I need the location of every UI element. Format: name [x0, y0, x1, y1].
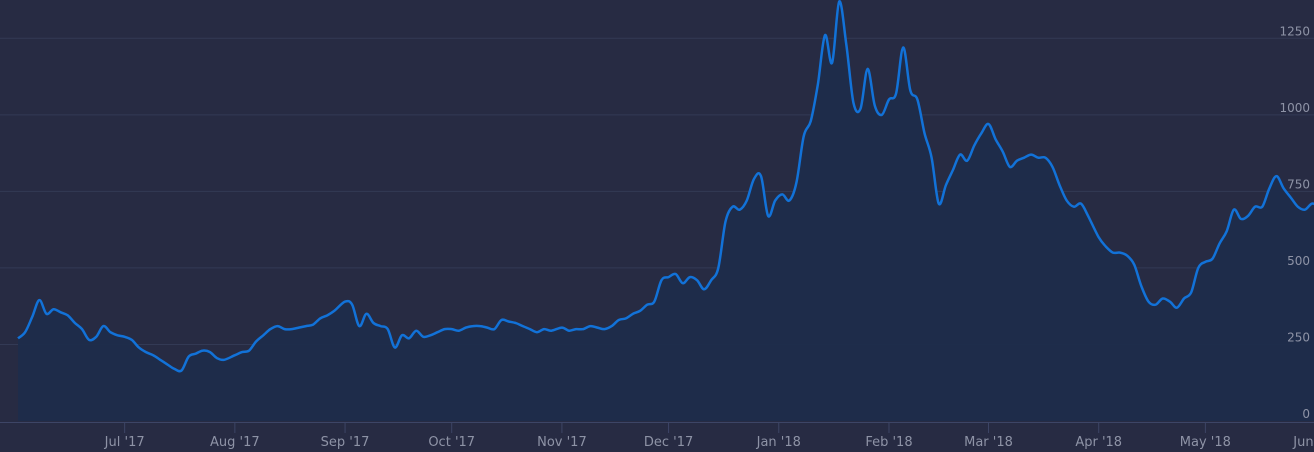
x-tick-label: Oct '17: [428, 435, 475, 450]
x-tick-label: Apr '18: [1075, 435, 1122, 450]
x-tick-label: Dec '17: [644, 435, 693, 450]
y-tick-label: 750: [1287, 177, 1310, 191]
y-axis: 0 250 500 750 1000 1250: [1279, 24, 1310, 421]
y-tick-label: 0: [1302, 407, 1310, 421]
x-tick-label: Sep '17: [321, 435, 370, 450]
x-tick-label: Aug '17: [210, 435, 260, 450]
y-tick-label: 500: [1287, 254, 1310, 268]
y-tick-label: 1000: [1279, 101, 1310, 115]
x-tick-label: Feb '18: [865, 435, 912, 450]
x-tick-label: May '18: [1180, 435, 1231, 450]
series-area: [18, 1, 1314, 421]
x-tick-label: Jan '18: [756, 435, 801, 450]
y-tick-label: 250: [1287, 330, 1310, 344]
x-tick-label: Jul '17: [104, 435, 145, 450]
x-tick-label: Jun '18: [1292, 435, 1314, 450]
x-tick-label: Mar '18: [964, 435, 1013, 450]
x-tick-label: Nov '17: [537, 435, 587, 450]
y-tick-label: 1250: [1279, 24, 1310, 38]
series-line[interactable]: [17, 0, 1314, 373]
x-axis: Jul '17 Aug '17 Sep '17 Oct '17 Nov '17 Dec '…: [104, 423, 1314, 450]
